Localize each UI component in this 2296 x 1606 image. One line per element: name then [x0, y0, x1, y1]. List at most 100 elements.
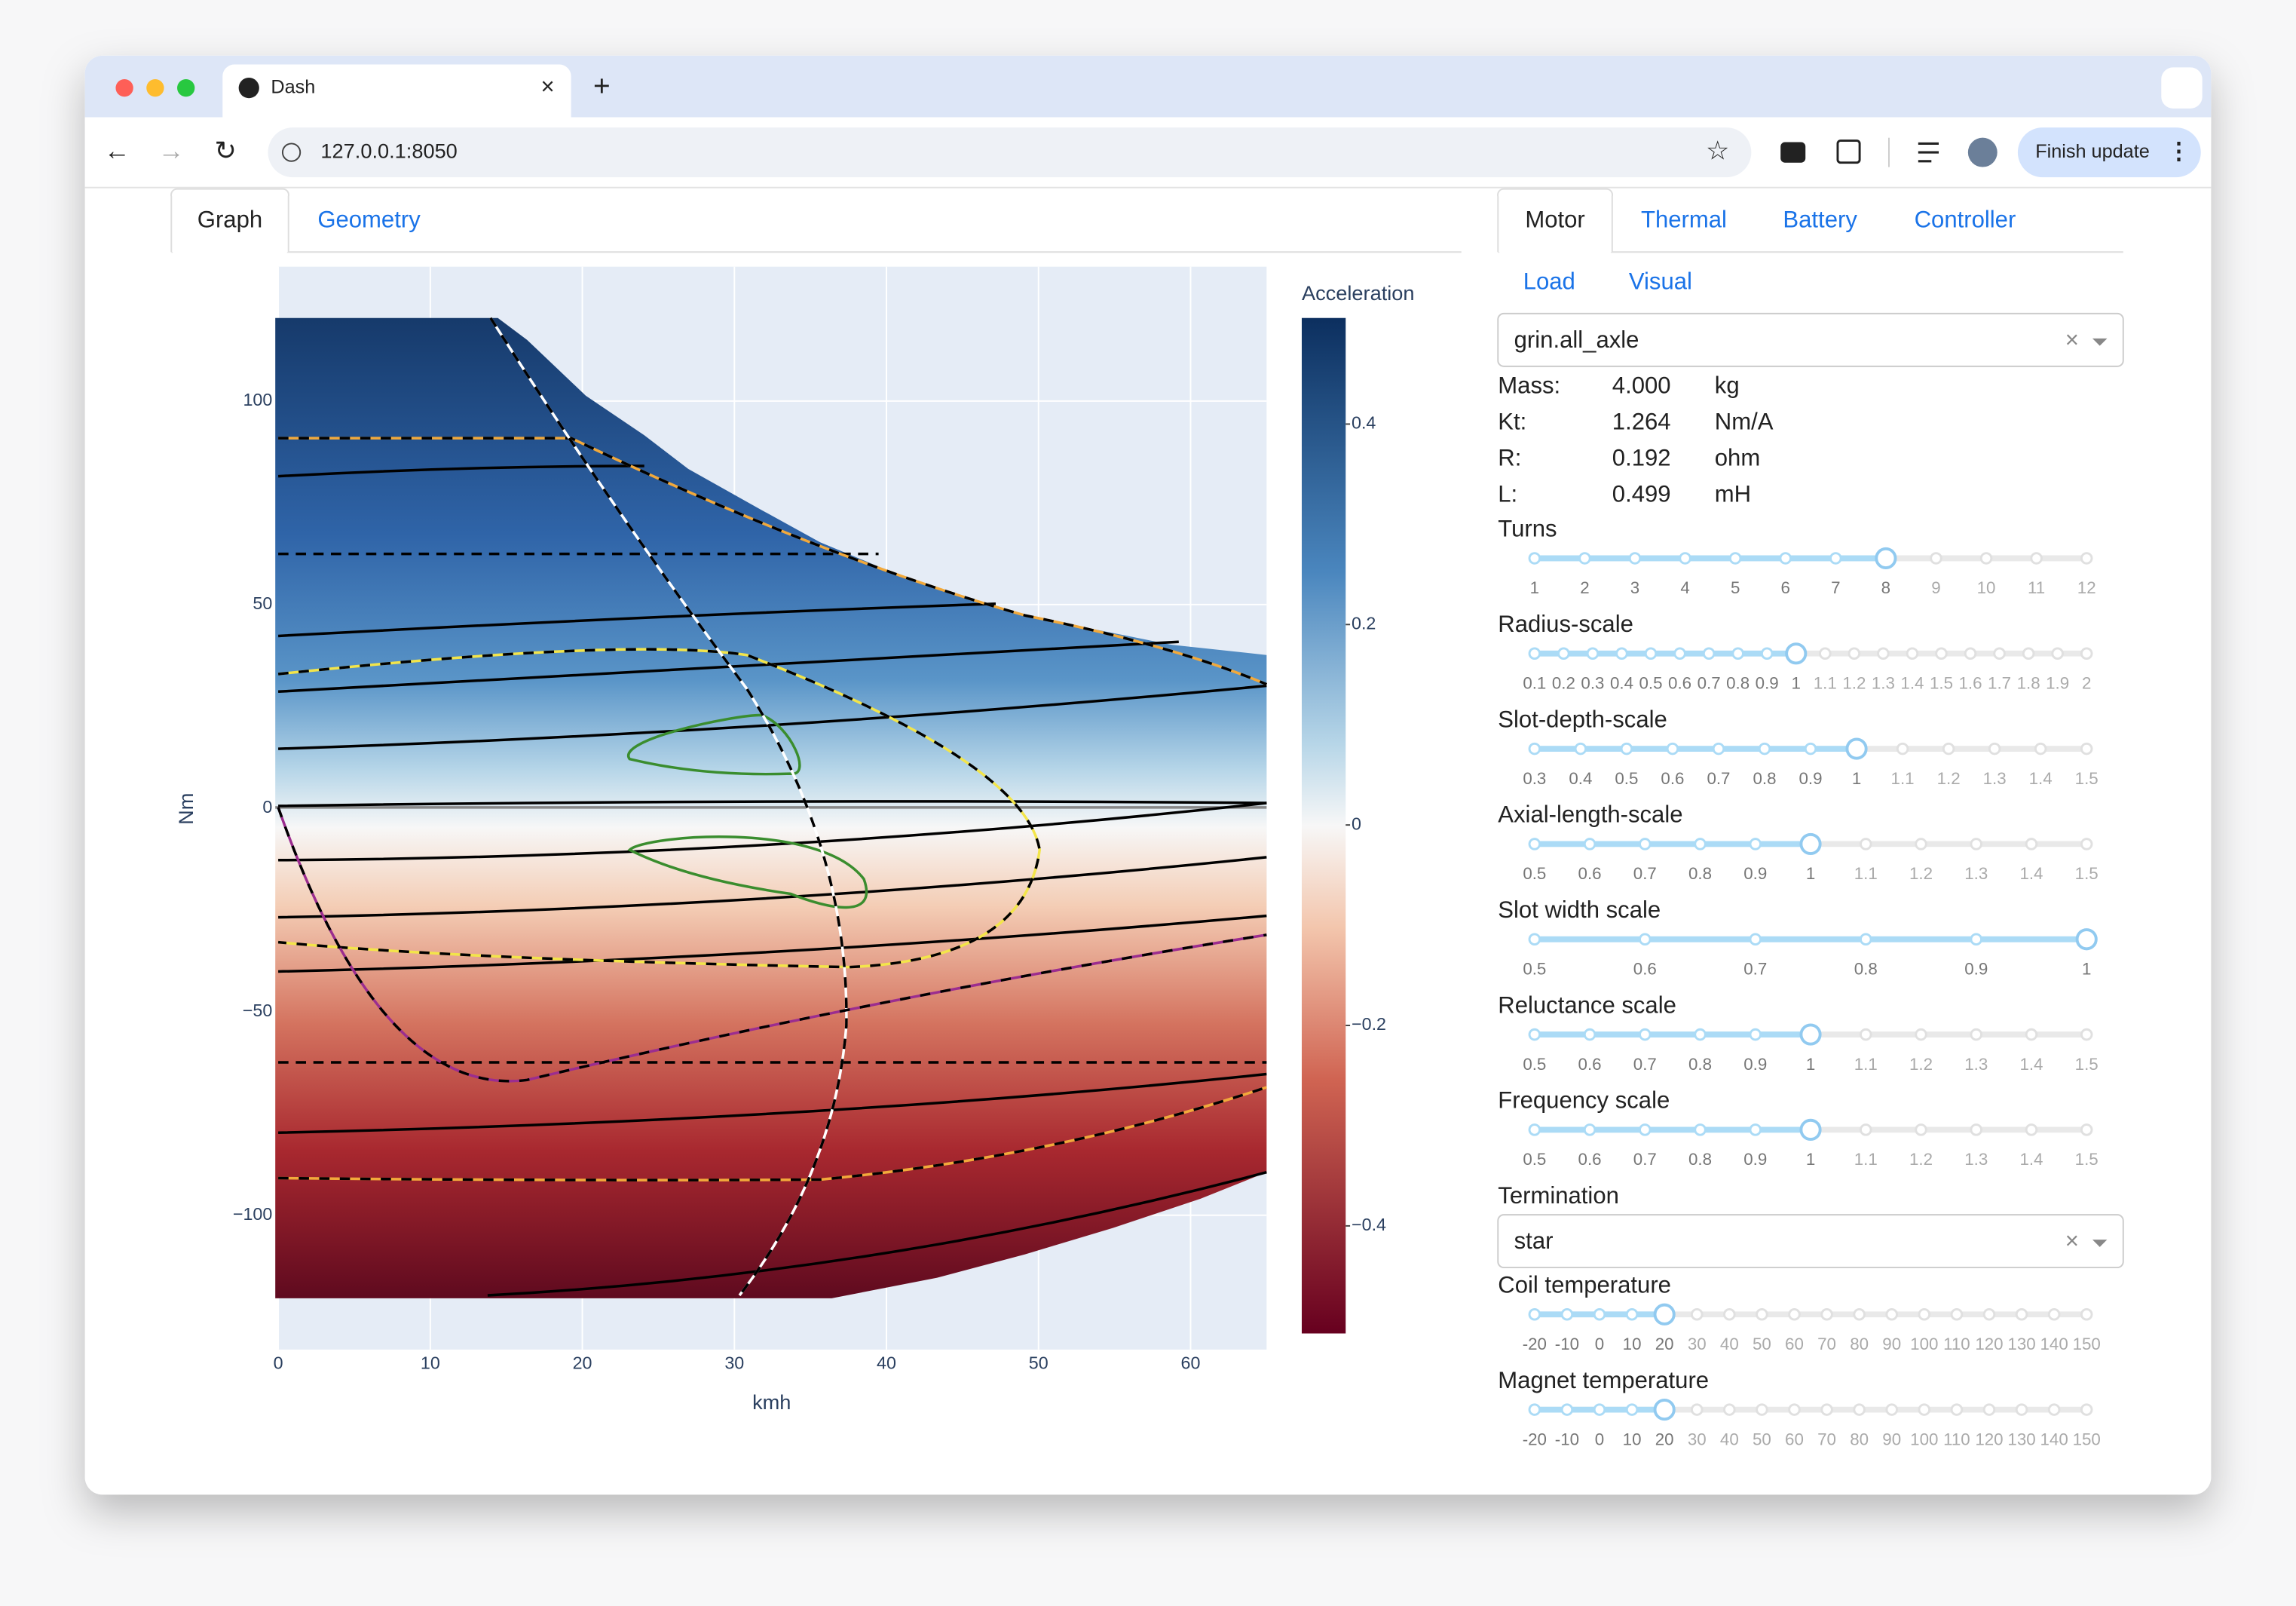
slider-dot[interactable] [1979, 552, 1993, 565]
slider-dot[interactable] [1915, 1028, 1927, 1041]
slider-dot[interactable] [2025, 1028, 2038, 1041]
slider-dot[interactable] [1758, 742, 1771, 755]
slider-dot[interactable] [1731, 647, 1744, 660]
slider-dot[interactable] [1583, 1123, 1596, 1136]
slider-dot[interactable] [1625, 1403, 1639, 1416]
slider-dot[interactable] [1690, 1403, 1704, 1416]
slider-dot[interactable] [1644, 647, 1658, 660]
slider-dot[interactable] [1528, 838, 1541, 851]
tab-load[interactable]: Load [1523, 268, 1575, 294]
slider-dot[interactable] [1593, 1403, 1606, 1416]
slider-dot[interactable] [1788, 1403, 1801, 1416]
slider-dot[interactable] [1723, 1307, 1736, 1321]
slider-dot[interactable] [1819, 647, 1832, 660]
slider-dot[interactable] [2080, 742, 2093, 755]
slider-dot[interactable] [1760, 647, 1774, 660]
slider-dot[interactable] [1915, 838, 1927, 851]
close-dot[interactable] [115, 78, 133, 97]
tab-battery[interactable]: Battery [1783, 207, 1857, 233]
slider-dot[interactable] [1694, 1028, 1707, 1041]
slider-dot[interactable] [1804, 742, 1817, 755]
slider-dot[interactable] [1749, 1028, 1762, 1041]
slider-dot[interactable] [2015, 1307, 2028, 1321]
tab-thermal[interactable]: Thermal [1641, 207, 1727, 233]
reload[interactable]: ↻ [215, 136, 237, 165]
slider-dot[interactable] [1885, 1307, 1898, 1321]
bookmark[interactable]: ☆ [1706, 136, 1729, 165]
slider-dot[interactable] [1964, 647, 1977, 660]
slider-dot[interactable] [2047, 1307, 2061, 1321]
slider-dot[interactable] [1877, 647, 1890, 660]
slider-dot[interactable] [1528, 1123, 1541, 1136]
slider-dot[interactable] [2080, 1403, 2093, 1416]
slider-dot[interactable] [1982, 1403, 1996, 1416]
slider-dot[interactable] [1528, 1307, 1541, 1321]
slider-dot[interactable] [1915, 1123, 1927, 1136]
caret[interactable] [2092, 338, 2108, 346]
slider-dot[interactable] [1970, 838, 1982, 851]
slider-dot[interactable] [1950, 1403, 1964, 1416]
slider-dot[interactable] [1690, 1307, 1704, 1321]
slider-dot[interactable] [2022, 647, 2035, 660]
motor-dropdown[interactable] [1497, 312, 2124, 367]
slider-handle[interactable] [1799, 1118, 1822, 1141]
menu[interactable]: ⋮ [2167, 137, 2190, 164]
slider-dot[interactable] [1639, 1028, 1652, 1041]
slider-dot[interactable] [1583, 838, 1596, 851]
slider-dot[interactable] [1639, 838, 1652, 851]
slider-dot[interactable] [1583, 1028, 1596, 1041]
slider-dot[interactable] [2047, 1403, 2061, 1416]
slider-dot[interactable] [1853, 1403, 1866, 1416]
tab-active[interactable] [1497, 188, 1614, 253]
slider-dot[interactable] [1560, 1307, 1574, 1321]
slider-dot[interactable] [1749, 838, 1762, 851]
tab-graph[interactable]: Graph [197, 207, 262, 233]
slider-handle[interactable] [1875, 547, 1897, 570]
max-dot[interactable] [177, 78, 195, 97]
slider-dot[interactable] [1756, 1403, 1768, 1416]
slider-dot[interactable] [1848, 647, 1861, 660]
slider-handle[interactable] [1799, 1023, 1822, 1046]
clear[interactable]: × [2065, 326, 2079, 353]
slider-dot[interactable] [1639, 1123, 1652, 1136]
slider-dot[interactable] [1853, 1307, 1866, 1321]
slider-dot[interactable] [1673, 647, 1686, 660]
slider-dot[interactable] [1756, 1307, 1768, 1321]
slider-dot[interactable] [2080, 1123, 2093, 1136]
slider-dot[interactable] [1829, 552, 1842, 565]
slider-dot[interactable] [1860, 1123, 1872, 1136]
slider-handle[interactable] [1785, 642, 1808, 665]
slider-dot[interactable] [1615, 647, 1628, 660]
slider-dot[interactable] [1694, 838, 1707, 851]
slider-dot[interactable] [1788, 1307, 1801, 1321]
slider-dot[interactable] [1982, 1307, 1996, 1321]
slider-dot[interactable] [2080, 1307, 2093, 1321]
extensions[interactable] [1836, 139, 1861, 164]
slider-dot[interactable] [1586, 647, 1600, 660]
slider-dot[interactable] [2080, 838, 2093, 851]
new-tab[interactable]: + [593, 70, 611, 103]
slider-dot[interactable] [1860, 838, 1872, 851]
slider-dot[interactable] [1702, 647, 1716, 660]
slider-dot[interactable] [1694, 1123, 1707, 1136]
slider-dot[interactable] [1930, 552, 1942, 565]
slider-dot[interactable] [1528, 933, 1541, 946]
slider-dot[interactable] [1639, 933, 1652, 946]
slider-dot[interactable] [1942, 742, 1955, 755]
tab-menu[interactable] [2161, 67, 2203, 109]
slider-dot[interactable] [1679, 552, 1691, 565]
slider-dot[interactable] [2025, 1123, 2038, 1136]
slider-dot[interactable] [1860, 933, 1872, 946]
tab-close[interactable]: × [540, 73, 554, 100]
slider-dot[interactable] [2015, 1403, 2028, 1416]
slider-dot[interactable] [1620, 742, 1633, 755]
slider-dot[interactable] [1625, 1307, 1639, 1321]
slider-dot[interactable] [2030, 552, 2043, 565]
slider-dot[interactable] [1970, 1123, 1982, 1136]
slider-dot[interactable] [1885, 1403, 1898, 1416]
slider-handle[interactable] [1653, 1399, 1676, 1421]
slider-handle[interactable] [1653, 1303, 1676, 1326]
slider-dot[interactable] [1935, 647, 1948, 660]
update-button[interactable] [2017, 127, 2201, 178]
slider-dot[interactable] [1779, 552, 1792, 565]
